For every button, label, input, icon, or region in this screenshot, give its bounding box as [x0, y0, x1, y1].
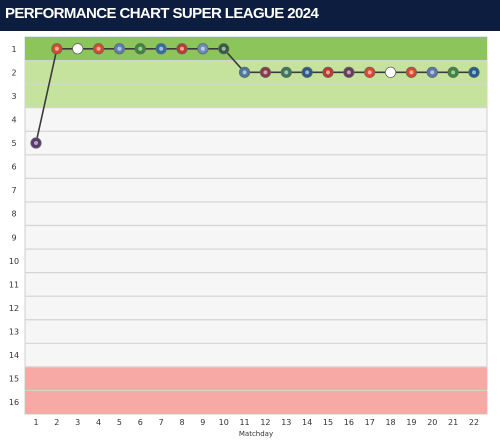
- x-tick-label-13: 13: [281, 418, 291, 427]
- data-point-badge-14: [305, 70, 310, 75]
- data-point-badge-3: [75, 46, 80, 51]
- y-tick-label-2: 2: [11, 68, 16, 77]
- y-tick-label-5: 5: [11, 139, 16, 148]
- x-tick-label-17: 17: [365, 418, 375, 427]
- data-point-badge-4: [96, 46, 101, 51]
- data-point-badge-10: [221, 46, 226, 51]
- position-line: [35, 47, 474, 144]
- title-bar: PERFORMANCE CHART SUPER LEAGUE 2024: [0, 0, 500, 31]
- x-axis-label: Matchday: [239, 430, 273, 438]
- y-tick-label-8: 8: [11, 210, 16, 219]
- y-tick-label-10: 10: [9, 257, 19, 266]
- y-tick-label-16: 16: [9, 398, 19, 407]
- y-tick-label-13: 13: [9, 328, 19, 337]
- data-point-badge-1: [34, 141, 38, 146]
- data-point-badge-19: [409, 70, 414, 75]
- data-point-badge-12: [263, 70, 268, 75]
- x-tick-label-12: 12: [260, 418, 270, 427]
- y-tick-label-14: 14: [9, 351, 19, 360]
- data-point-badge-17: [367, 70, 372, 75]
- y-tick-label-1: 1: [11, 45, 16, 54]
- y-tick-label-3: 3: [11, 92, 16, 101]
- x-tick-label-5: 5: [117, 418, 122, 427]
- y-tick-label-12: 12: [9, 304, 19, 313]
- data-point-badge-11: [242, 70, 247, 75]
- data-point-badge-9: [200, 46, 205, 51]
- data-point-badge-8: [180, 46, 184, 51]
- x-tick-label-16: 16: [344, 418, 354, 427]
- x-tick-label-6: 6: [138, 418, 143, 427]
- y-tick-label-9: 9: [11, 233, 16, 242]
- x-tick-label-14: 14: [302, 418, 312, 427]
- data-point-badge-2: [54, 46, 59, 51]
- data-point-badge-13: [284, 70, 289, 75]
- zone-band-1: [25, 37, 487, 61]
- x-tick-label-2: 2: [54, 418, 59, 427]
- data-point-badge-5: [117, 46, 122, 51]
- data-point-badge-6: [138, 46, 143, 51]
- x-tick-label-9: 9: [200, 418, 205, 427]
- y-tick-label-6: 6: [11, 163, 16, 172]
- x-tick-label-4: 4: [96, 418, 101, 427]
- data-point-badge-22: [472, 70, 476, 75]
- data-point-badge-15: [326, 70, 330, 75]
- x-tick-label-10: 10: [219, 418, 229, 427]
- x-tick-label-15: 15: [323, 418, 333, 427]
- x-tick-label-3: 3: [75, 418, 80, 427]
- y-tick-label-11: 11: [9, 280, 19, 289]
- data-point-badge-21: [451, 70, 456, 75]
- x-tick-label-22: 22: [469, 418, 479, 427]
- y-tick-label-7: 7: [11, 186, 16, 195]
- x-tick-label-11: 11: [239, 418, 249, 427]
- data-point-badge-7: [159, 46, 164, 51]
- x-tick-label-19: 19: [406, 418, 416, 427]
- data-point-badge-20: [430, 70, 435, 75]
- x-tick-label-18: 18: [385, 418, 395, 427]
- x-tick-label-8: 8: [179, 418, 184, 427]
- data-point-badge-16: [346, 70, 351, 75]
- y-tick-label-15: 15: [9, 375, 19, 384]
- data-point-badge-18: [388, 70, 393, 75]
- x-tick-label-21: 21: [448, 418, 458, 427]
- chart-title: PERFORMANCE CHART SUPER LEAGUE 2024: [5, 5, 319, 22]
- y-tick-label-4: 4: [11, 115, 16, 124]
- x-tick-label-1: 1: [33, 418, 38, 427]
- x-tick-label-7: 7: [159, 418, 164, 427]
- x-tick-label-20: 20: [427, 418, 437, 427]
